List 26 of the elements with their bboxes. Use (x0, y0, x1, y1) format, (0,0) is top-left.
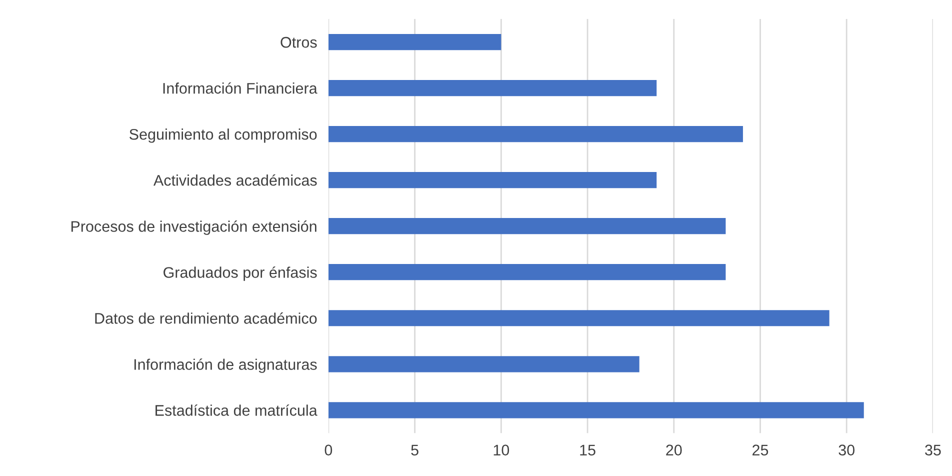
bar (328, 80, 657, 96)
y-tick-label: Graduados por énfasis (164, 266, 317, 281)
bar (328, 126, 743, 142)
y-tick-label: Datos de rendimiento académico (95, 312, 317, 324)
bar (328, 172, 657, 188)
y-tick-label: Información de asignaturas (134, 358, 317, 373)
x-tick-label: 35 (925, 444, 941, 456)
bar (328, 402, 864, 418)
y-tick-label: Información Financiera (163, 82, 318, 94)
bar (328, 264, 726, 280)
bar (328, 310, 830, 326)
y-tick-label: Seguimiento al compromiso (130, 128, 317, 143)
x-tick-label: 30 (838, 444, 854, 456)
y-tick-label: Estadística de matrícula (156, 404, 318, 416)
bar (328, 34, 502, 50)
bar (328, 218, 726, 234)
bar (328, 356, 640, 372)
x-tick-label: 20 (666, 444, 682, 456)
x-tick-label: 0 (324, 444, 332, 456)
y-tick-label: Actividades académicas (153, 174, 317, 186)
x-tick-label: 5 (411, 444, 418, 456)
x-tick-label: 15 (580, 444, 596, 456)
y-tick-label: Otros (280, 36, 317, 48)
x-tick-label: 10 (494, 444, 510, 456)
y-tick-label: Procesos de investigación extensión (71, 220, 316, 235)
x-tick-label: 25 (752, 444, 768, 456)
